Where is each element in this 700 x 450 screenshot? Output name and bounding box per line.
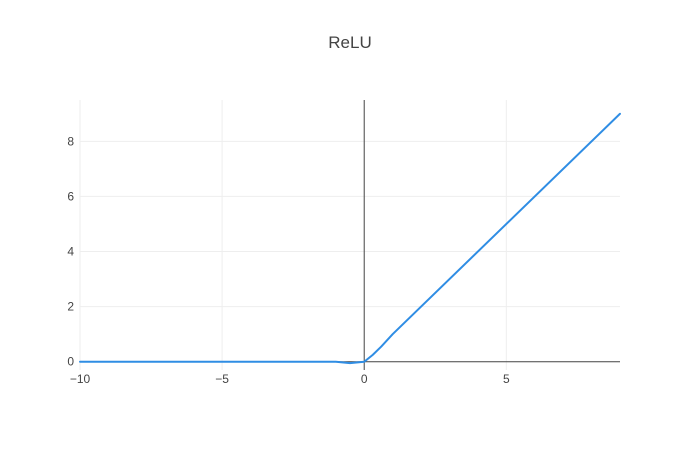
chart-title: ReLU: [328, 33, 372, 52]
x-tick-label: −10: [70, 372, 91, 386]
axis-layer: [80, 100, 620, 370]
y-tick-label: 8: [67, 134, 74, 148]
y-tick-label: 6: [67, 189, 74, 203]
tick-label-layer: −10 −5 0 5 0 2 4 6 8: [67, 134, 510, 386]
x-tick-label: 0: [361, 372, 368, 386]
grid-layer: [79, 100, 620, 370]
y-tick-label: 2: [67, 300, 74, 314]
series-line: [79, 112, 621, 365]
series-layer: [79, 112, 621, 365]
x-tick-label: 5: [503, 372, 510, 386]
y-tick-label: 0: [67, 355, 74, 369]
y-tick-label: 4: [67, 245, 74, 259]
x-tick-label: −5: [215, 372, 229, 386]
